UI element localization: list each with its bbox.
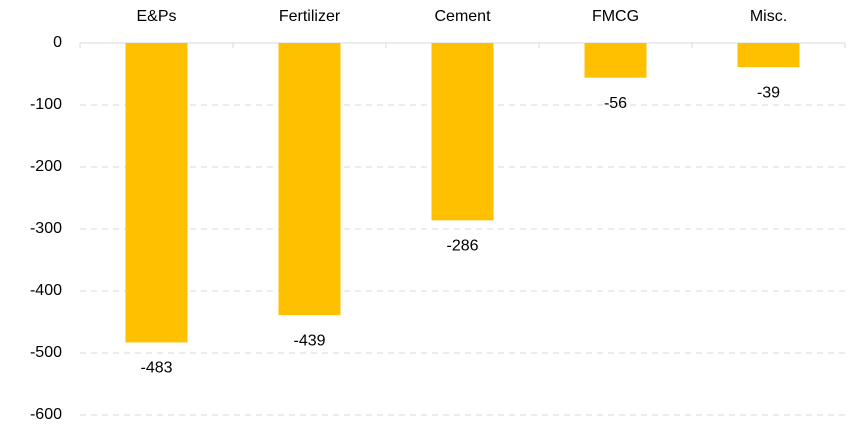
data-label: -39 (757, 84, 780, 101)
bar (125, 43, 188, 343)
y-tick-label: -300 (30, 220, 62, 237)
x-tick-label: Fertilizer (279, 8, 341, 25)
bar (584, 43, 647, 78)
y-tick-label: -600 (30, 406, 62, 423)
data-label: -56 (604, 95, 627, 112)
x-tick-label: Misc. (750, 8, 787, 25)
data-label: -439 (293, 332, 325, 349)
x-tick-label: E&Ps (136, 8, 176, 25)
y-tick-label: 0 (53, 34, 62, 51)
data-label: -286 (446, 238, 478, 255)
x-tick-label: FMCG (592, 8, 639, 25)
bar (431, 43, 494, 221)
y-tick-label: -200 (30, 158, 62, 175)
bar (278, 43, 341, 316)
y-tick-label: -100 (30, 96, 62, 113)
bar (737, 43, 800, 68)
y-tick-label: -500 (30, 344, 62, 361)
data-label: -483 (140, 360, 172, 377)
y-tick-label: -400 (30, 282, 62, 299)
x-tick-label: Cement (434, 8, 491, 25)
